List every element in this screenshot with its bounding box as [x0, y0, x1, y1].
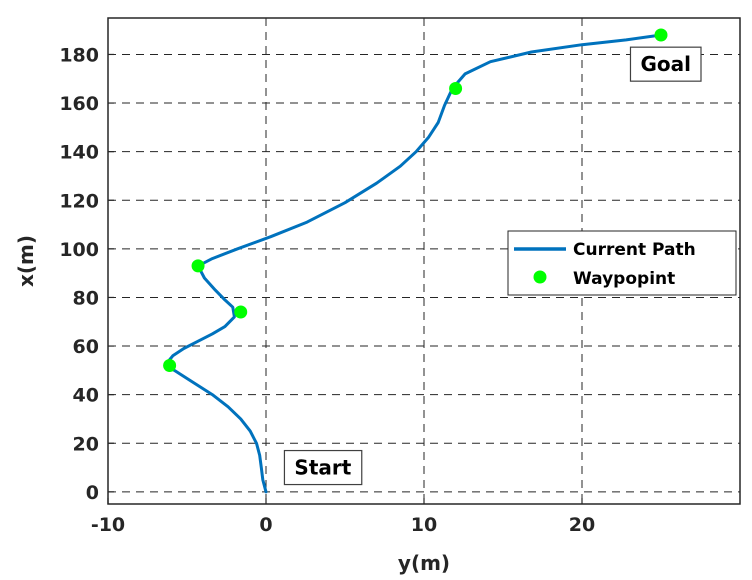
- waypoint-marker: [191, 259, 205, 273]
- waypoint-marker: [654, 28, 668, 42]
- y-axis-label: x(m): [14, 235, 38, 287]
- legend: Current Path Waypopint: [507, 230, 737, 296]
- legend-box: [507, 230, 737, 296]
- x-tick-label: 0: [259, 514, 272, 536]
- legend-marker-swatch: [533, 270, 547, 284]
- y-tick-label: 60: [73, 336, 99, 358]
- y-tick-label: 140: [59, 142, 99, 164]
- x-tick-label: 10: [411, 514, 437, 536]
- y-tick-label: 20: [73, 433, 99, 455]
- y-tick-label: 100: [59, 239, 99, 261]
- annotation-start: Start: [283, 449, 363, 486]
- legend-label-waypoint: Waypopint: [573, 269, 675, 289]
- x-axis-label: y(m): [398, 551, 450, 575]
- annotation-label: Start: [294, 456, 351, 480]
- y-tick-label: 80: [73, 287, 99, 309]
- annotation-goal: Goal: [629, 46, 702, 82]
- series-line-current-path: [163, 33, 663, 494]
- y-tick-label: 180: [59, 44, 99, 66]
- series-layer: [163, 28, 668, 494]
- waypoint-marker: [449, 81, 463, 95]
- y-tick-label: 120: [59, 190, 99, 212]
- annotations: Start Goal: [283, 46, 702, 486]
- y-tick-label: 160: [59, 93, 99, 115]
- annotation-box: [629, 46, 702, 82]
- axis-ticks: -10 0 10 20 0 20 40 60 80 100 120 140 160 180: [59, 44, 595, 536]
- waypoint-marker: [163, 358, 177, 372]
- annotation-box: [283, 449, 363, 486]
- y-tick-label: 40: [73, 385, 99, 407]
- waypoint-marker: [234, 305, 248, 319]
- x-tick-label: 20: [569, 514, 595, 536]
- legend-label-current-path: Current Path: [573, 240, 696, 260]
- annotation-label: Goal: [640, 52, 691, 76]
- y-tick-label: 0: [86, 482, 99, 504]
- x-tick-label: -10: [91, 514, 125, 536]
